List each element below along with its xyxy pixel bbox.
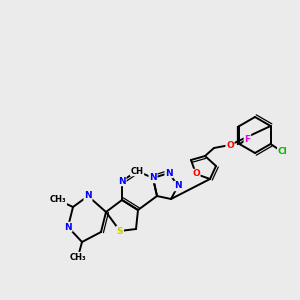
Text: S: S [117, 226, 123, 236]
Text: O: O [192, 169, 200, 178]
Text: N: N [174, 182, 182, 190]
Text: N: N [64, 223, 72, 232]
Text: N: N [165, 169, 173, 178]
Text: CH₃: CH₃ [50, 196, 66, 205]
Text: Cl: Cl [278, 148, 287, 157]
Text: N: N [118, 176, 126, 185]
Text: O: O [226, 140, 234, 149]
Text: F: F [244, 134, 250, 143]
Text: N: N [84, 191, 92, 200]
Text: CH₃: CH₃ [70, 253, 86, 262]
Text: N: N [149, 173, 157, 182]
Text: CH: CH [130, 167, 143, 176]
